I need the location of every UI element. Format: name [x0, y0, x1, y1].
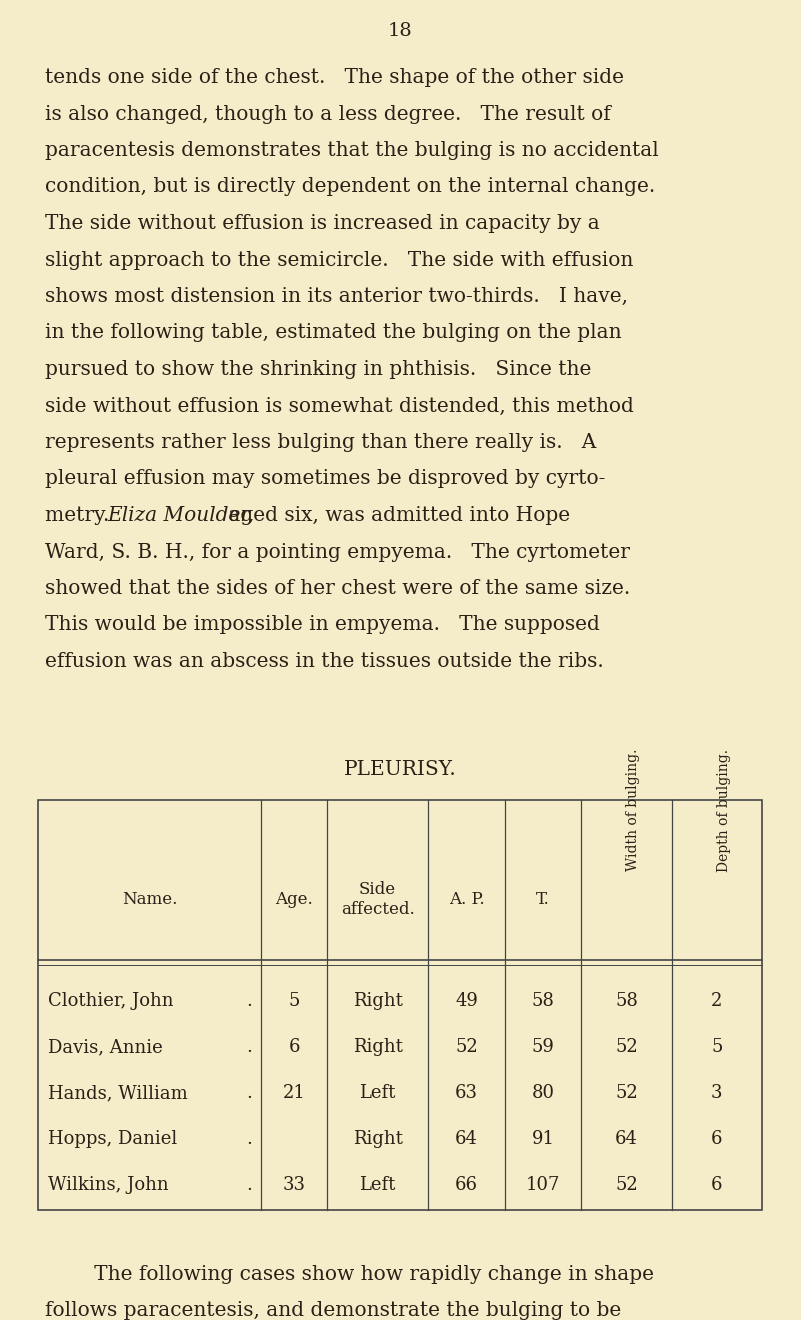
Text: 33: 33 [283, 1176, 306, 1195]
Bar [38, 800, 762, 1210]
Text: 66: 66 [455, 1176, 478, 1195]
Text: 80: 80 [532, 1084, 554, 1102]
Text: 58: 58 [532, 993, 554, 1010]
Text: Left: Left [360, 1084, 396, 1102]
Text: 64: 64 [615, 1130, 638, 1148]
Text: 52: 52 [615, 1084, 638, 1102]
Text: represents rather less bulging than there really is.   A: represents rather less bulging than ther… [45, 433, 597, 451]
Text: Hopps, Daniel: Hopps, Daniel [48, 1130, 177, 1148]
Text: Side
affected.: Side affected. [340, 880, 415, 917]
Text: Ward, S. B. H., for a pointing empyema.   The cyrtometer: Ward, S. B. H., for a pointing empyema. … [45, 543, 630, 561]
Text: T.: T. [536, 891, 549, 908]
Text: shows most distension in its anterior two-thirds.   I have,: shows most distension in its anterior tw… [45, 286, 628, 306]
Text: .: . [247, 993, 252, 1010]
Text: slight approach to the semicircle.   The side with effusion: slight approach to the semicircle. The s… [45, 251, 634, 269]
Text: 18: 18 [388, 22, 413, 40]
Text: The side without effusion is increased in capacity by a: The side without effusion is increased i… [45, 214, 600, 234]
Text: aged six, was admitted into Hope: aged six, was admitted into Hope [222, 506, 570, 525]
Text: Name.: Name. [122, 891, 177, 908]
Text: .: . [247, 1130, 252, 1148]
Text: Right: Right [352, 1038, 403, 1056]
Text: 91: 91 [532, 1130, 554, 1148]
Text: pleural effusion may sometimes be disproved by cyrto-: pleural effusion may sometimes be dispro… [45, 470, 606, 488]
Text: 5: 5 [288, 993, 300, 1010]
Text: Right: Right [352, 993, 403, 1010]
Text: side without effusion is somewhat distended, this method: side without effusion is somewhat disten… [45, 396, 634, 416]
Text: 5: 5 [711, 1038, 723, 1056]
Text: showed that the sides of her chest were of the same size.: showed that the sides of her chest were … [45, 579, 630, 598]
Text: 52: 52 [615, 1038, 638, 1056]
Text: Hands, William: Hands, William [48, 1084, 187, 1102]
Text: 107: 107 [525, 1176, 560, 1195]
Text: tends one side of the chest.   The shape of the other side: tends one side of the chest. The shape o… [45, 69, 624, 87]
Text: A. P.: A. P. [449, 891, 485, 908]
Text: 21: 21 [283, 1084, 306, 1102]
Text: effusion was an abscess in the tissues outside the ribs.: effusion was an abscess in the tissues o… [45, 652, 604, 671]
Text: in the following table, estimated the bulging on the plan: in the following table, estimated the bu… [45, 323, 622, 342]
Text: Clothier, John: Clothier, John [48, 993, 174, 1010]
Text: 63: 63 [455, 1084, 478, 1102]
Text: condition, but is directly dependent on the internal change.: condition, but is directly dependent on … [45, 177, 655, 197]
Text: paracentesis demonstrates that the bulging is no accidental: paracentesis demonstrates that the bulgi… [45, 141, 658, 160]
Text: is also changed, though to a less degree.   The result of: is also changed, though to a less degree… [45, 104, 610, 124]
Text: PLEURISY.: PLEURISY. [344, 760, 457, 779]
Text: .: . [247, 1084, 252, 1102]
Text: Depth of bulging.: Depth of bulging. [717, 748, 731, 871]
Text: Wilkins, John: Wilkins, John [48, 1176, 169, 1195]
Text: 6: 6 [288, 1038, 300, 1056]
Text: The following cases show how rapidly change in shape: The following cases show how rapidly cha… [75, 1265, 654, 1284]
Text: pursued to show the shrinking in phthisis.   Since the: pursued to show the shrinking in phthisi… [45, 360, 591, 379]
Text: This would be impossible in empyema.   The supposed: This would be impossible in empyema. The… [45, 615, 600, 635]
Text: 3: 3 [711, 1084, 723, 1102]
Text: 58: 58 [615, 993, 638, 1010]
Text: Davis, Annie: Davis, Annie [48, 1038, 163, 1056]
Text: 2: 2 [711, 993, 723, 1010]
Text: 49: 49 [455, 993, 478, 1010]
Text: Age.: Age. [276, 891, 313, 908]
Text: Width of bulging.: Width of bulging. [626, 748, 641, 871]
Text: 6: 6 [711, 1176, 723, 1195]
Text: Eliza Moulder,: Eliza Moulder, [107, 506, 254, 525]
Text: Right: Right [352, 1130, 403, 1148]
Text: 52: 52 [455, 1038, 478, 1056]
Text: Left: Left [360, 1176, 396, 1195]
Text: .: . [247, 1038, 252, 1056]
Text: .: . [247, 1176, 252, 1195]
Text: 52: 52 [615, 1176, 638, 1195]
Text: 59: 59 [532, 1038, 554, 1056]
Text: metry.: metry. [45, 506, 128, 525]
Text: 6: 6 [711, 1130, 723, 1148]
Text: follows paracentesis, and demonstrate the bulging to be: follows paracentesis, and demonstrate th… [45, 1302, 622, 1320]
Text: 64: 64 [455, 1130, 478, 1148]
